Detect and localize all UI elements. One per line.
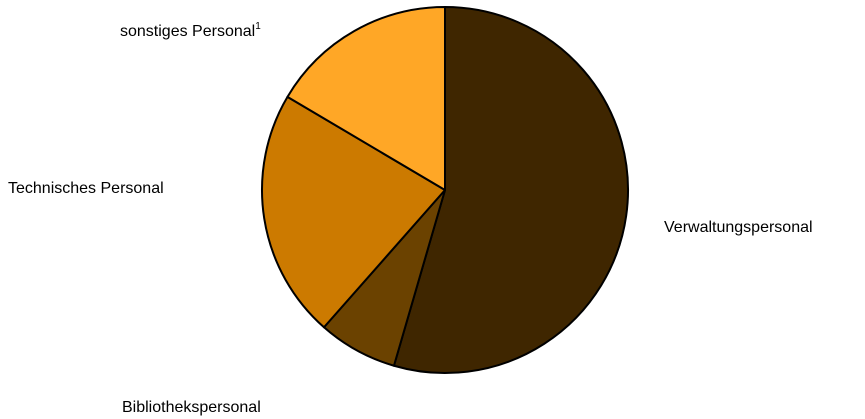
slice-label-technisches-personal: Technisches Personal [8, 180, 164, 197]
pie-slices [261, 6, 629, 374]
pie-slice-sonstiges-personal [286, 6, 446, 191]
footnote-marker: 1 [255, 21, 261, 32]
pie-slice-technisches-personal [261, 95, 446, 329]
slice-label-verwaltungspersonal: Verwaltungspersonal [664, 219, 813, 236]
pie-labels: Verwaltungspersonal Bibliothekspersonal … [8, 21, 813, 416]
pie-slice-verwaltungspersonal [392, 6, 629, 374]
slice-label-sonstiges-personal: sonstiges Personal1 [120, 21, 261, 40]
slice-label-bibliothekspersonal: Bibliothekspersonal [122, 399, 261, 416]
